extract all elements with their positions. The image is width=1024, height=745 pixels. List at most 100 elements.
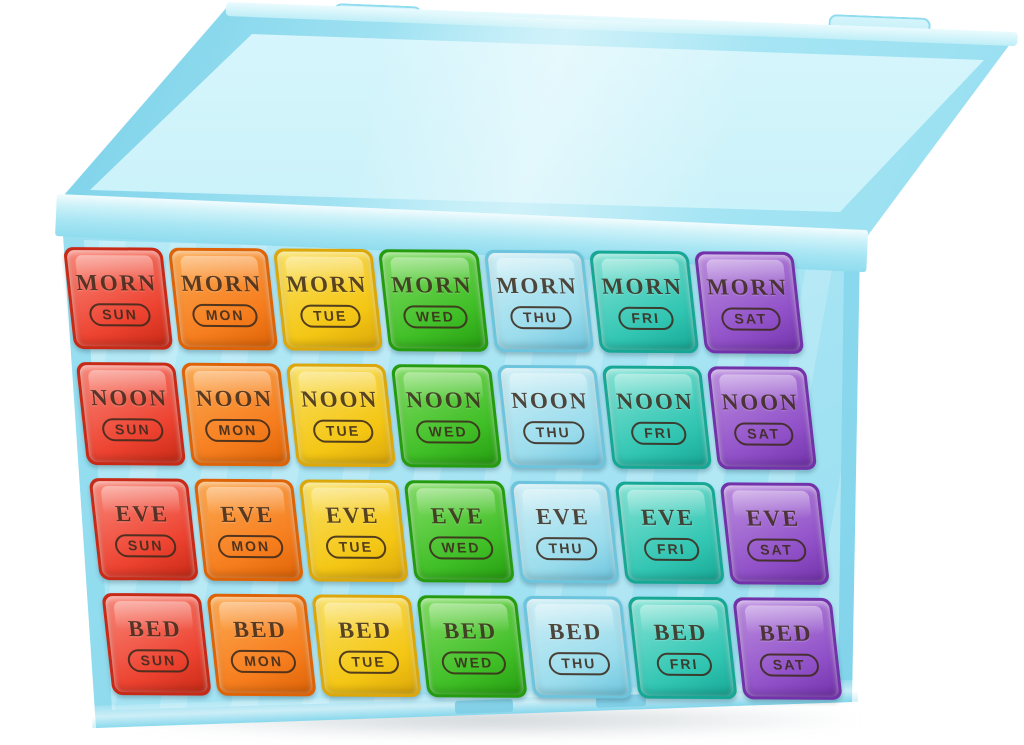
period-label: MORN [390, 272, 474, 298]
pill-cell-eve-tue: EVE TUE [298, 478, 410, 582]
pill-cell-morn-sun: MORN SUN [63, 247, 174, 350]
pill-cell-face: EVE FRI [617, 484, 722, 581]
day-badge: WED [414, 420, 482, 445]
day-badge: TUE [324, 535, 388, 559]
pill-cell-face: EVE WED [407, 482, 512, 580]
day-badge: MON [191, 303, 259, 328]
pill-cell-face: BED SUN [104, 595, 209, 693]
pill-cell-face: MORN WED [381, 252, 486, 350]
pill-cell-noon-mon: NOON MON [180, 362, 292, 466]
pill-cell-face: EVE SAT [722, 484, 827, 582]
pill-cell-morn-tue: MORN TUE [273, 248, 384, 352]
pill-cell-face: MORN SUN [66, 250, 171, 347]
pill-cell-face: NOON FRI [604, 368, 709, 466]
day-badge: MON [217, 534, 285, 558]
day-badge: THU [521, 421, 586, 445]
pill-cell-face: MORN SAT [697, 254, 802, 352]
pill-cell-face: NOON MON [184, 365, 289, 463]
pill-cell-face: NOON WED [394, 367, 499, 465]
pill-cell-eve-sat: EVE SAT [719, 481, 830, 585]
pill-cell-bed-thu: BED THU [521, 595, 633, 699]
pill-cell-bed-sat: BED SAT [732, 597, 843, 700]
pill-cell-bed-tue: BED TUE [311, 594, 423, 698]
pill-cell-face: NOON SUN [79, 365, 183, 463]
day-badge: THU [508, 306, 573, 330]
day-badge: SUN [88, 303, 153, 327]
day-badge: SAT [732, 422, 795, 447]
day-badge: MON [229, 649, 298, 674]
day-badge: TUE [337, 650, 401, 674]
pill-cell-face: NOON TUE [289, 366, 394, 464]
pill-grid: MORN SUN MORN MON MORN TUE MORN WED MORN THU MORN F… [63, 247, 843, 700]
tray-notch [454, 699, 514, 714]
day-badge: FRI [617, 306, 675, 331]
pill-cell-eve-wed: EVE WED [404, 479, 515, 583]
period-label: BED [126, 616, 183, 642]
day-badge: SUN [100, 418, 165, 442]
pill-cell-noon-sat: NOON SAT [706, 366, 818, 470]
day-badge: SAT [720, 307, 782, 331]
pill-cell-morn-fri: MORN FRI [588, 250, 700, 354]
pill-cell-noon-sun: NOON SUN [75, 362, 187, 466]
period-label: BED [442, 618, 499, 644]
period-label: BED [232, 616, 289, 643]
period-label: EVE [429, 502, 486, 529]
period-label: EVE [114, 500, 171, 527]
pill-cell-face: BED TUE [314, 597, 419, 695]
day-badge: THU [534, 536, 598, 561]
pill-cell-eve-thu: EVE THU [509, 480, 620, 584]
pill-cell-bed-wed: BED WED [416, 594, 528, 698]
pill-cell-face: BED WED [420, 597, 524, 695]
period-label: NOON [509, 388, 590, 414]
pill-cell-face: MORN MON [171, 250, 276, 348]
day-badge: MON [204, 419, 272, 443]
period-label: MORN [179, 270, 264, 297]
period-label: NOON [194, 386, 275, 412]
pill-cell-face: MORN TUE [276, 251, 381, 349]
day-badge: WED [401, 305, 470, 329]
day-badge: WED [440, 651, 508, 675]
day-badge: TUE [311, 419, 375, 444]
day-badge: SUN [113, 533, 178, 558]
pill-cell-eve-fri: EVE FRI [614, 481, 725, 584]
pill-cell-face: BED FRI [630, 599, 735, 697]
day-badge: TUE [299, 304, 362, 329]
pill-cell-noon-wed: NOON WED [391, 364, 502, 468]
pill-cell-noon-fri: NOON FRI [601, 365, 712, 469]
pill-cell-bed-fri: BED FRI [627, 596, 738, 700]
period-label: MORN [285, 271, 369, 298]
period-label: NOON [404, 387, 485, 414]
period-label: MORN [74, 270, 159, 296]
pill-cell-morn-mon: MORN MON [168, 247, 279, 351]
pill-cell-face: EVE THU [512, 483, 617, 581]
pill-cell-face: EVE SUN [91, 480, 196, 578]
pill-cell-eve-mon: EVE MON [193, 478, 305, 582]
pill-cell-noon-thu: NOON THU [496, 365, 607, 469]
pill-cell-morn-wed: MORN WED [378, 249, 489, 353]
pill-cell-face: EVE MON [197, 481, 301, 579]
pill-cell-face: NOON SAT [709, 369, 814, 467]
period-label: EVE [744, 505, 801, 531]
pill-cell-noon-tue: NOON TUE [286, 363, 397, 467]
period-label: EVE [219, 501, 276, 527]
period-label: NOON [89, 385, 170, 411]
day-badge: SAT [745, 538, 808, 562]
pill-cell-face: MORN THU [486, 252, 591, 350]
period-label: MORN [600, 273, 685, 300]
pill-cell-face: BED THU [525, 598, 630, 696]
period-label: EVE [639, 504, 696, 530]
pill-cell-face: EVE TUE [302, 481, 407, 579]
period-label: EVE [534, 503, 591, 530]
day-badge: FRI [630, 422, 688, 446]
period-label: NOON [299, 386, 380, 413]
day-badge: THU [547, 651, 611, 676]
day-badge: FRI [642, 537, 700, 561]
period-label: BED [757, 620, 814, 646]
period-label: NOON [720, 389, 801, 416]
pill-cell-eve-sun: EVE SUN [88, 477, 200, 581]
pill-cell-morn-sat: MORN SAT [693, 251, 805, 355]
period-label: BED [337, 617, 394, 643]
pill-cell-bed-sun: BED SUN [101, 592, 212, 696]
